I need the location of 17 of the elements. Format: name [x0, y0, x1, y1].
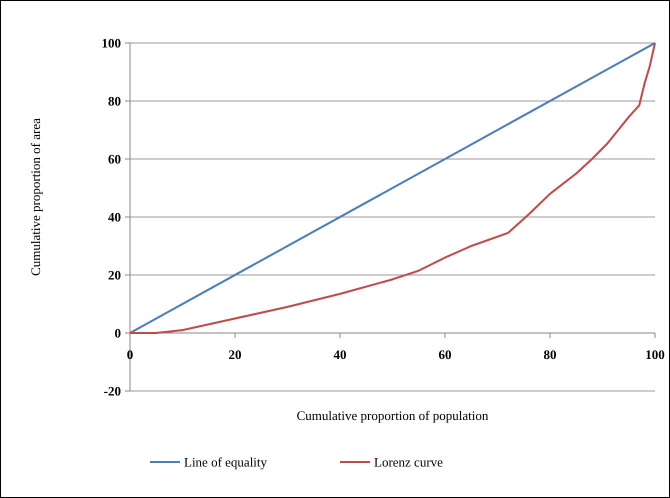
y-tick-label: -20	[104, 384, 121, 399]
y-tick-label: 100	[102, 36, 121, 51]
y-tick-label: 60	[108, 152, 121, 167]
x-tick-label: 60	[438, 347, 452, 362]
y-tick-label: 0	[114, 326, 121, 341]
x-tick-label: 0	[126, 347, 134, 362]
y-tick-label: 20	[108, 268, 121, 283]
y-axis-title: Cumulative proportion of area	[28, 118, 43, 276]
x-axis-title: Cumulative proportion of population	[296, 408, 489, 423]
x-tick-label: 100	[645, 347, 665, 362]
legend-label: Line of equality	[184, 454, 268, 470]
x-tick-label: 40	[334, 347, 346, 362]
x-tick-label: 80	[544, 347, 556, 362]
y-tick-label: 40	[108, 210, 121, 225]
x-tick-label: 20	[228, 347, 242, 362]
legend-label: Lorenz curve	[374, 454, 444, 470]
y-tick-label: 80	[108, 94, 121, 109]
